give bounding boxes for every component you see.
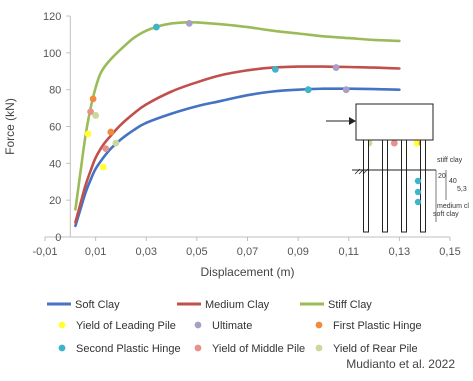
legend-swatch-yield-of-middle-pile <box>194 344 202 352</box>
marker-yield-of-rear-pile <box>92 112 100 119</box>
legend-swatch-yield-of-leading-pile <box>58 321 66 329</box>
legend-label-first-plastic-hinge: First Plastic Hinge <box>333 320 422 332</box>
marker-ultimate <box>332 64 340 71</box>
legend-swatch-yield-of-rear-pile <box>315 344 323 352</box>
pile-shaft <box>382 139 388 233</box>
ground-hatch <box>354 168 361 175</box>
inset-label-5-3: 5,3 <box>457 186 467 193</box>
legend-swatch-ultimate <box>194 321 202 329</box>
pile-cap <box>355 103 434 141</box>
chart-legend: Soft Clay Medium Clay Stiff Clay Yield of L… <box>47 299 422 355</box>
legend-swatch-first-plastic-hinge <box>315 321 323 329</box>
x-tick-label: 0,13 <box>389 246 410 258</box>
chart-series <box>74 20 401 228</box>
legend-label-second-plastic-hinge: Second Plastic Hinge <box>76 343 181 355</box>
series-line-soft-clay <box>74 87 401 228</box>
marker-first-plastic-hinge <box>107 128 115 136</box>
marker-yield-of-leading-pile <box>99 163 107 171</box>
ground-hatch <box>362 168 369 175</box>
y-axis-title: Force (kN) <box>3 98 17 155</box>
x-tick-label: 0,01 <box>85 246 106 258</box>
marker-ultimate <box>185 19 193 27</box>
marker-ultimate <box>342 86 350 94</box>
y-tick-label: 60 <box>49 122 61 134</box>
inset-label-soft-clay: soft clay <box>433 211 459 218</box>
legend-label-yield-of-rear-pile: Yield of Rear Pile <box>333 343 418 355</box>
inset-label-40: 40 <box>449 178 457 185</box>
marker-first-plastic-hinge <box>89 95 97 103</box>
inset-marker <box>414 188 422 196</box>
inset-label-medium-clay: medium cl <box>437 203 469 210</box>
x-tick-label: 0,09 <box>287 246 308 258</box>
legend-swatch-second-plastic-hinge <box>58 344 66 352</box>
inset-marker <box>414 198 422 206</box>
marker-yield-of-rear-pile <box>112 139 120 147</box>
marker-yield-of-middle-pile <box>102 145 110 153</box>
source-citation: Mudianto et al. 2022 <box>346 357 455 371</box>
inset-marker <box>414 177 422 185</box>
inset-label-stiff-clay: stiff clay <box>437 157 463 164</box>
x-tick-label: 0,15 <box>439 246 460 258</box>
series-line-stiff-clay <box>74 20 401 211</box>
x-tick-label: 0,11 <box>338 246 359 258</box>
y-tick-label: 100 <box>43 48 61 60</box>
legend-label-medium-clay: Medium Clay <box>205 299 270 311</box>
pile-shaft <box>420 139 426 233</box>
marker-second-plastic-hinge <box>271 66 279 73</box>
series-line-medium-clay <box>74 65 401 224</box>
marker-yield-of-middle-pile <box>87 108 94 116</box>
pile-shaft <box>401 139 407 233</box>
x-axis-title: Displacement (m) <box>200 265 294 279</box>
legend-label-stiff-clay: Stiff Clay <box>328 299 372 311</box>
marker-second-plastic-hinge <box>304 86 312 94</box>
y-tick-label: 20 <box>49 195 61 207</box>
y-tick-label: 40 <box>49 158 61 170</box>
pile-shaft <box>363 139 369 233</box>
x-tick-label: -0,01 <box>32 246 57 258</box>
marker-yield-of-leading-pile <box>413 139 421 147</box>
x-tick-label: 0,03 <box>136 246 157 258</box>
load-arrow-head <box>349 117 356 125</box>
marker-yield-of-middle-pile <box>390 139 398 147</box>
marker-yield-of-leading-pile <box>84 130 92 138</box>
legend-label-ultimate: Ultimate <box>212 320 252 332</box>
y-tick-label: 80 <box>49 85 61 97</box>
inset-label-20: 20 <box>438 173 446 180</box>
ground-hatch <box>358 168 365 175</box>
legend-label-soft-clay: Soft Clay <box>75 299 120 311</box>
x-tick-label: 0,05 <box>186 246 207 258</box>
x-tick-label: 0,07 <box>237 246 258 258</box>
y-tick-label: 0 <box>55 232 61 244</box>
marker-second-plastic-hinge <box>152 23 160 31</box>
legend-label-yield-of-middle-pile: Yield of Middle Pile <box>212 343 305 355</box>
legend-label-yield-of-leading-pile: Yield of Leading Pile <box>76 320 176 332</box>
y-tick-label: 120 <box>43 11 61 23</box>
